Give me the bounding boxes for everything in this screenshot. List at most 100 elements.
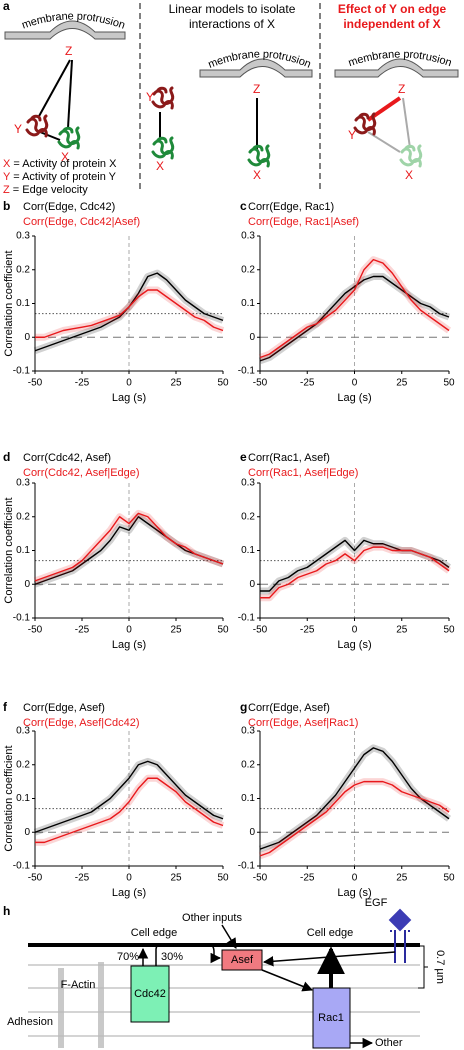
protein-y — [353, 112, 377, 136]
legend-entry: Corr(Edge, Asef) — [23, 702, 105, 714]
node-label: Y — [14, 122, 22, 136]
x-tick-label: -50 — [253, 873, 268, 884]
panel-label: a — [3, 0, 10, 13]
other-inputs-label: Other inputs — [182, 912, 242, 924]
membrane-label: membrane protrusion — [207, 48, 313, 70]
y-tick-label: 0.3 — [241, 478, 255, 489]
x-tick-label: 0 — [126, 625, 132, 636]
series-line — [34, 512, 224, 582]
legend-entry: Corr(Edge, Cdc42) — [23, 201, 115, 213]
x-tick-label: 0 — [126, 378, 132, 389]
bracket — [418, 945, 428, 989]
egf-ligand — [388, 908, 412, 932]
cell-edge-label: Cell edge — [131, 927, 177, 939]
adhesion-label: Adhesion — [7, 1016, 53, 1028]
x-tick-label: 25 — [396, 625, 408, 636]
x-tick-label: 50 — [217, 873, 229, 884]
x-tick-label: 25 — [170, 625, 182, 636]
protein-x — [57, 126, 81, 150]
y-tick-label: 0.2 — [241, 759, 255, 770]
receptor — [390, 930, 410, 963]
x-tick-label: -25 — [75, 625, 90, 636]
chart: b -0.1 0 0.1 0.2 0.3 -50 -25 0 25 50 Lag (s) Correla… — [3, 199, 229, 404]
y-tick-label: 0.3 — [241, 726, 255, 737]
series-line — [35, 777, 224, 844]
x-axis-label: Lag (s) — [112, 887, 146, 899]
legend-entry: Corr(Rac1, Asef) — [248, 452, 330, 464]
series-line — [35, 289, 224, 338]
x-tick-label: 50 — [217, 378, 229, 389]
y-tick-label: 0.1 — [241, 545, 255, 556]
x-tick-label: -50 — [253, 625, 268, 636]
x-tick-label: -25 — [75, 873, 90, 884]
y-tick-label: 0.3 — [16, 726, 30, 737]
chart: e -0.1 0 0.1 0.2 0.3 -50 -25 0 25 50 Lag (s) Corr(Ra… — [238, 450, 455, 651]
x-tick-label: -50 — [28, 378, 43, 389]
chart: d -0.1 0 0.1 0.2 0.3 -50 -25 0 25 50 Lag (s) Correla… — [3, 450, 229, 651]
key-text: = Activity of protein Y — [10, 171, 117, 183]
key: X = Activity of protein X — [3, 158, 117, 170]
node-label: Y — [146, 90, 154, 104]
y-tick-label: 0.3 — [16, 231, 30, 242]
y-axis-label: Correlation coefficient — [3, 745, 15, 851]
key-text: = Edge velocity — [10, 184, 88, 196]
rac1-box — [312, 987, 351, 1049]
protein-x — [151, 136, 175, 160]
cell-edge-label: Cell edge — [307, 927, 353, 939]
y-tick-label: 0.1 — [16, 793, 30, 804]
panel-label: b — [3, 199, 10, 213]
x-tick-label: -25 — [300, 378, 315, 389]
y-tick-label: 0.1 — [241, 298, 255, 309]
key-symbol: Y — [3, 171, 11, 183]
cdc42-box — [130, 965, 170, 1023]
asef-box — [221, 949, 263, 971]
legend-entry: Corr(Edge, Asef|Rac1) — [248, 717, 358, 729]
series-line — [259, 258, 450, 359]
x-axis-label: Lag (s) — [112, 639, 146, 651]
legend-entry: Corr(Edge, Asef|Cdc42) — [23, 717, 140, 729]
panel-label: d — [3, 450, 10, 464]
panel-label: f — [3, 700, 8, 714]
key-symbol: Z — [3, 184, 10, 196]
x-tick-label: 25 — [396, 873, 408, 884]
x-axis-label: Lag (s) — [337, 887, 371, 899]
legend-entry: Corr(Cdc42, Asef) — [23, 452, 111, 464]
link — [37, 59, 71, 119]
y-tick-label: 0 — [24, 332, 30, 343]
protein-x — [399, 144, 423, 168]
panel-label: e — [240, 450, 247, 464]
legend-entry: Corr(Edge, Asef) — [248, 702, 330, 714]
node-label: Z — [253, 82, 260, 96]
link — [367, 131, 401, 153]
series-band — [33, 269, 225, 355]
node-label: X — [405, 168, 413, 182]
scale-label: 0.7 µm — [434, 950, 446, 984]
node-label: Y — [348, 128, 356, 142]
x-tick-label: 50 — [443, 378, 455, 389]
x-tick-label: 25 — [170, 378, 182, 389]
asef-label: Asef — [231, 954, 254, 966]
panel-label: h — [3, 904, 10, 918]
adhesion-bar — [98, 962, 104, 1048]
link — [39, 131, 61, 141]
x-tick-label: 0 — [352, 873, 358, 884]
legend-entry: Corr(Cdc42, Asef|Edge) — [23, 467, 140, 479]
y-tick-label: 0.2 — [16, 759, 30, 770]
arrow — [262, 951, 396, 967]
x-tick-label: 50 — [443, 873, 455, 884]
arrow — [155, 943, 222, 966]
y-tick-label: -0.1 — [13, 613, 31, 624]
cdc42-label: Cdc42 — [134, 988, 166, 1000]
legend-entry: Corr(Edge, Rac1|Asef) — [248, 216, 359, 228]
series-line — [259, 275, 450, 362]
node-label: X — [61, 150, 69, 164]
y-tick-label: 0.2 — [241, 264, 255, 275]
other-label: Other — [375, 1037, 403, 1049]
percent-label: 70% — [117, 951, 139, 963]
membrane — [199, 58, 313, 78]
percent-label: 30% — [161, 951, 183, 963]
subtitle: independent of X — [343, 17, 440, 31]
x-tick-label: -50 — [28, 873, 43, 884]
y-axis-label: Correlation coefficient — [3, 250, 15, 356]
